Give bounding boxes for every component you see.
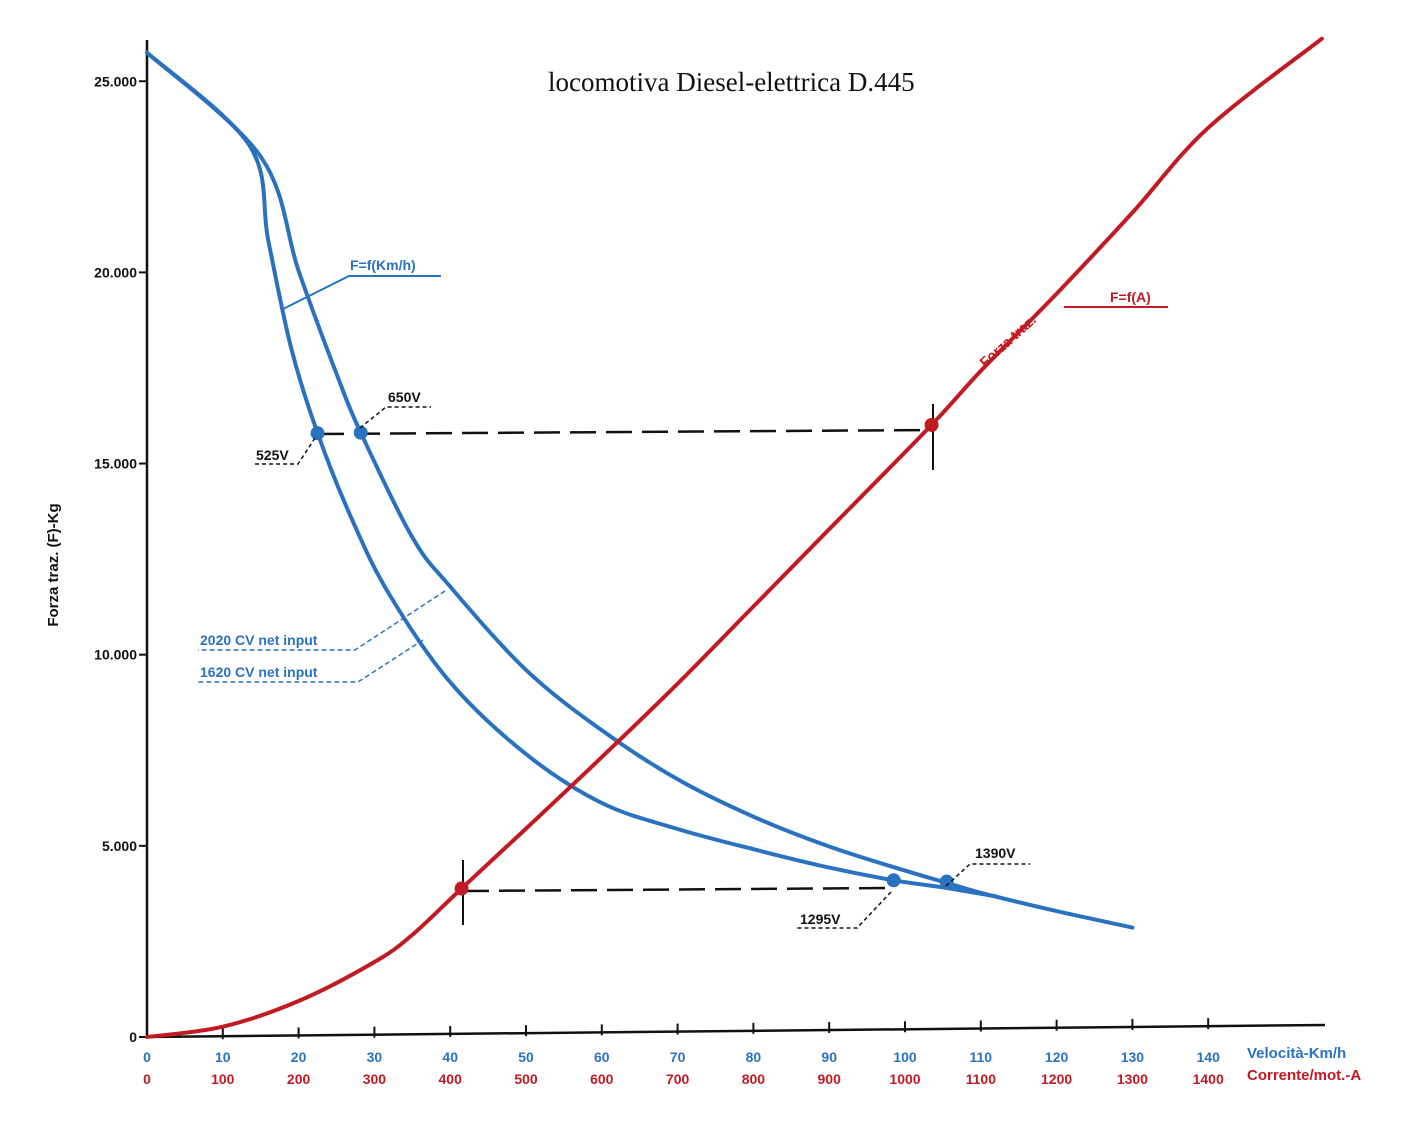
y-ticks: 0 5.000 10.000 15.000 20.000 25.000: [94, 73, 147, 1045]
marker-layer: [310, 417, 954, 896]
y-axis-label: Forza traz. (F)-Kg: [45, 503, 62, 626]
x-current-tick-label: 400: [439, 1071, 463, 1087]
y-tick-label: 10.000: [94, 647, 137, 663]
leader-525v: [254, 437, 316, 465]
annotation-f-speed: F=f(Km/h): [350, 257, 416, 273]
data-marker: [353, 425, 368, 440]
x-current-tick-label: 1400: [1193, 1071, 1224, 1087]
leader-f-speed: [280, 275, 441, 311]
x-speed-tick-label: 30: [367, 1049, 383, 1065]
annotation-650v: 650V: [388, 389, 421, 405]
x-speed-tick-label: 80: [746, 1049, 762, 1065]
leader-1620cv: [198, 639, 424, 683]
x-axis-label-speed: Velocità-Km/h: [1247, 1045, 1346, 1062]
x-current-tick-label: 900: [818, 1071, 842, 1087]
x-current-tick-label: 1200: [1041, 1071, 1072, 1087]
annotation-1390v: 1390V: [975, 845, 1016, 861]
annotation-525v: 525V: [256, 447, 289, 463]
x-speed-tick-label: 0: [143, 1049, 151, 1065]
x-current-tick-label: 800: [742, 1071, 766, 1087]
y-tick-label: 5.000: [102, 838, 137, 854]
leader-1390v: [945, 863, 1030, 887]
x-speed-tick-label: 50: [518, 1049, 534, 1065]
y-tick-label: 15.000: [94, 456, 137, 472]
x-speed-tick-label: 110: [970, 1049, 993, 1065]
x-speed-tick-label: 100: [893, 1049, 917, 1065]
annotation-1295v: 1295V: [800, 911, 841, 927]
x-current-tick-label: 700: [666, 1071, 690, 1087]
series-layer: [145, 36, 1324, 1039]
x-speed-tick-label: 70: [670, 1049, 686, 1065]
x-current-tick-label: 100: [211, 1071, 235, 1087]
chart-title: locomotiva Diesel-elettrica D.445: [548, 67, 915, 97]
x-current-tick-label: 1000: [889, 1071, 920, 1087]
x-ticks: 0 10 20 30 40 50 60 70 80 90 100 110 120 130 1400 100 20…: [143, 1018, 1224, 1087]
x-current-tick-label: 300: [363, 1071, 387, 1087]
x-axis-label-current: Corrente/mot.-A: [1247, 1067, 1361, 1084]
x-speed-tick-label: 40: [442, 1049, 458, 1065]
leader-1295v: [797, 891, 892, 929]
x-speed-tick-label: 120: [1045, 1049, 1069, 1065]
data-marker: [939, 874, 954, 889]
series-line-1: [145, 50, 998, 899]
y-tick-label: 20.000: [94, 264, 137, 280]
x-current-tick-label: 200: [287, 1071, 311, 1087]
data-marker: [310, 426, 325, 441]
dashed-connector-lower: [462, 886, 894, 893]
x-speed-tick-label: 20: [291, 1049, 307, 1065]
y-tick-label: 25.000: [94, 73, 137, 89]
x-speed-tick-label: 140: [1197, 1049, 1221, 1065]
y-tick-label: 0: [129, 1029, 137, 1045]
leader-650v: [359, 406, 431, 429]
leader-2020cv: [198, 590, 446, 651]
x-axis: [146, 1023, 1326, 1039]
dashed-connector-upper: [317, 428, 933, 436]
annotation-2020cv: 2020 CV net input: [200, 632, 318, 648]
x-current-tick-label: 500: [514, 1071, 538, 1087]
data-marker: [924, 417, 939, 432]
annotation-1620cv: 1620 CV net input: [200, 664, 318, 680]
x-current-tick-label: 0: [143, 1071, 151, 1087]
annotation-f-current: F=f(A): [1110, 289, 1151, 305]
x-speed-tick-label: 130: [1121, 1049, 1145, 1065]
x-current-tick-label: 600: [590, 1071, 614, 1087]
x-current-tick-label: 1100: [966, 1071, 997, 1087]
series-line-0: [145, 50, 1135, 930]
data-marker: [454, 881, 469, 896]
x-speed-tick-label: 90: [821, 1049, 837, 1065]
data-marker: [886, 873, 901, 888]
x-current-tick-label: 1300: [1117, 1071, 1148, 1087]
x-speed-tick-label: 60: [594, 1049, 610, 1065]
x-speed-tick-label: 10: [215, 1049, 231, 1065]
series-line-2: [145, 36, 1324, 1039]
annotation-forza-traz: Forza traz.: [976, 311, 1039, 370]
